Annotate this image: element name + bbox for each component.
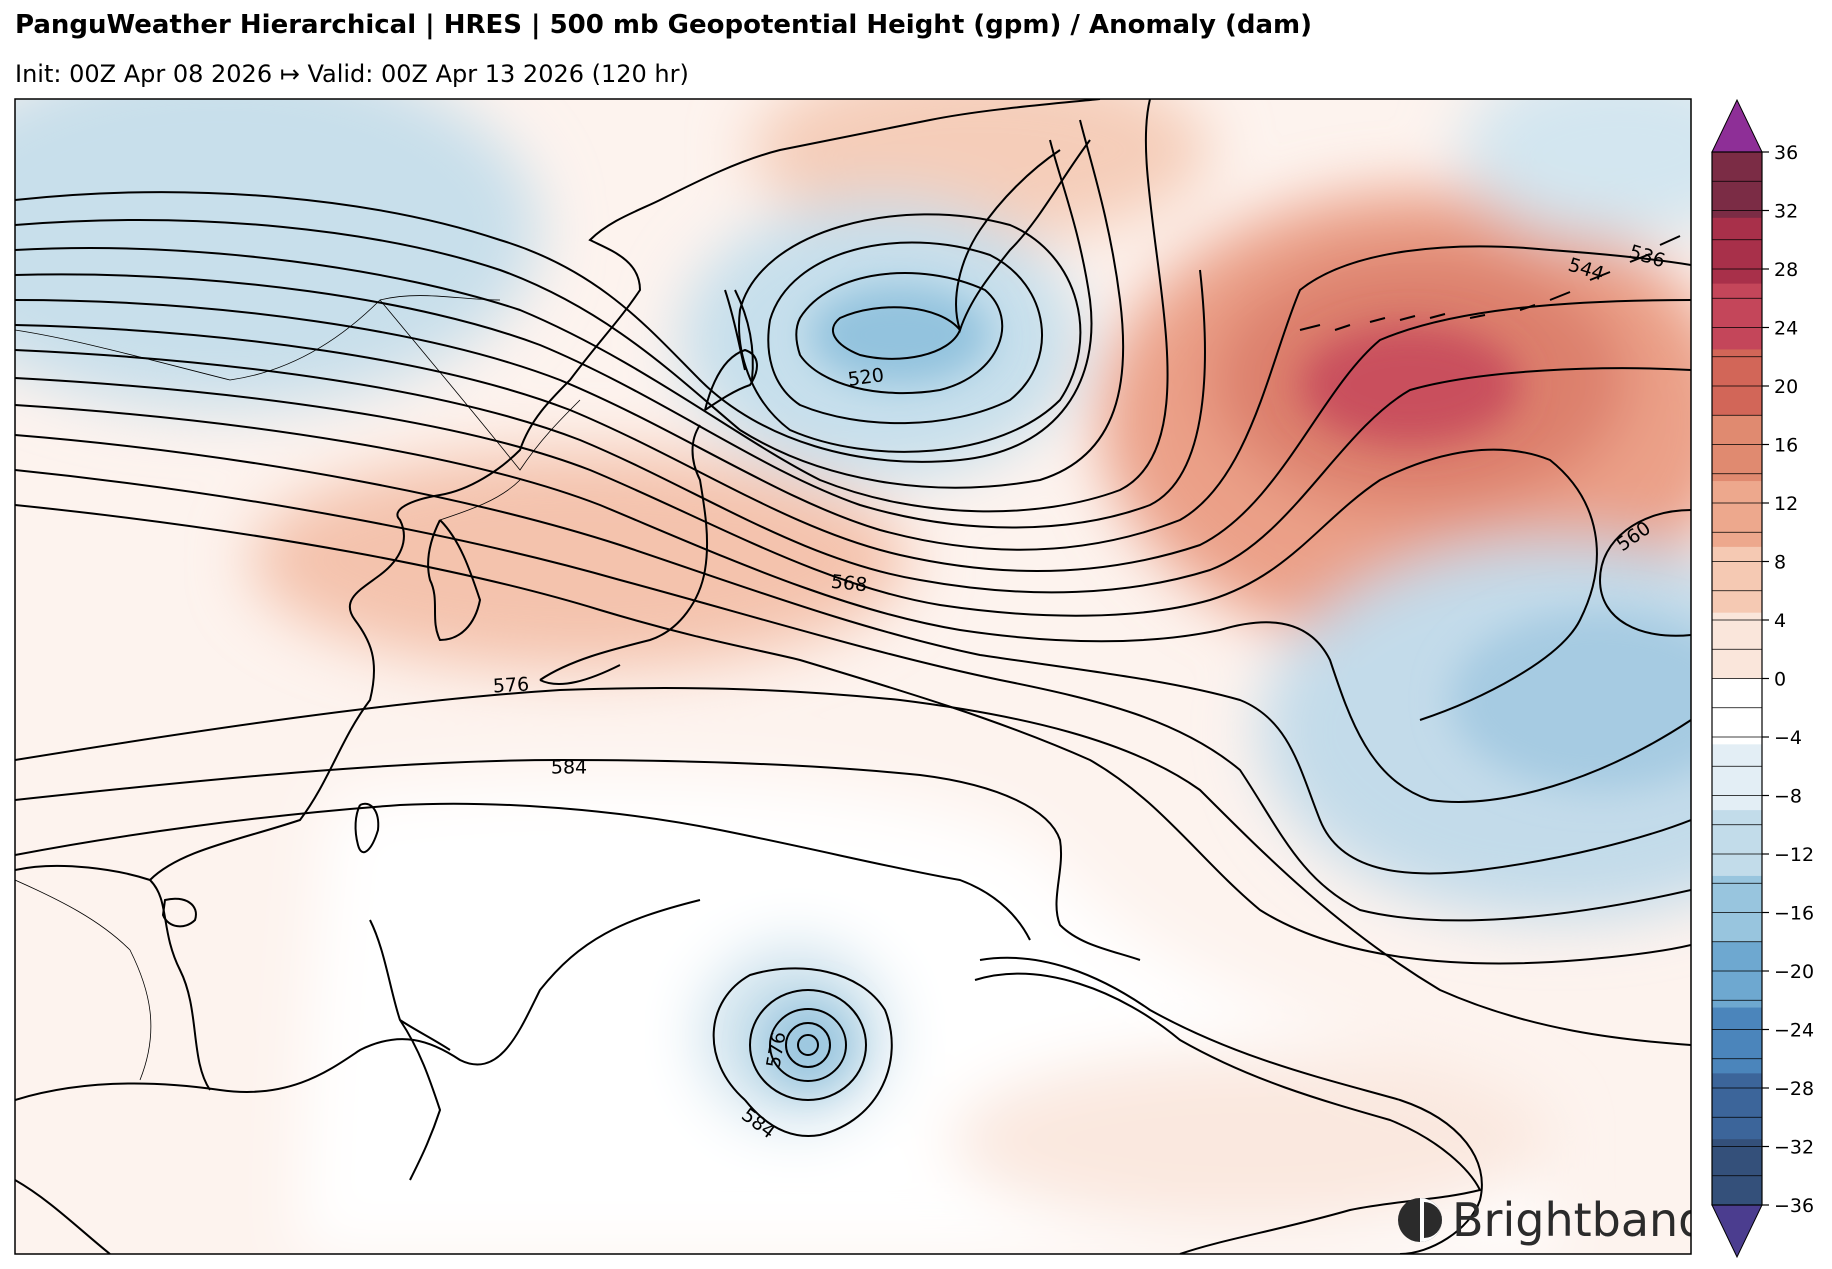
colorbar-tick-label: 8	[1774, 552, 1786, 574]
negative-anomaly-trough-core	[1450, 610, 1750, 790]
colorbar-swatch	[1712, 1139, 1762, 1205]
colorbar-swatch	[1712, 810, 1762, 876]
colorbar-tick-label: −32	[1774, 1137, 1814, 1159]
colorbar-swatch	[1712, 349, 1762, 415]
colorbar-tick-label: 16	[1774, 435, 1798, 457]
colorbar-swatch	[1712, 481, 1762, 547]
colorbar-swatch	[1712, 876, 1762, 942]
colorbar-tick-label: 0	[1774, 669, 1786, 691]
strong-negative-anomaly-okhotsk	[810, 285, 990, 385]
colorbar-tick-label: −36	[1774, 1195, 1814, 1217]
colorbar-tick-label: 28	[1774, 259, 1798, 281]
colorbar-tick-label: 32	[1774, 201, 1798, 223]
colorbar-tick-label: −28	[1774, 1078, 1814, 1100]
colorbar-swatch	[1712, 218, 1762, 284]
colorbar-tick-label: 4	[1774, 610, 1786, 632]
colorbar-tick-label: −12	[1774, 844, 1814, 866]
strong-positive-anomaly-core	[1300, 325, 1520, 445]
colorbar-swatch	[1712, 284, 1762, 350]
map-panel: 520 536 544 560 568 576 584 576 584 Brig…	[0, 50, 1832, 1254]
colorbar-swatch	[1712, 547, 1762, 613]
colorbar-extend-min	[1712, 1205, 1762, 1257]
colorbar-tick-label: −4	[1774, 727, 1802, 749]
colorbar-tick-label: 12	[1774, 493, 1798, 515]
colorbar-swatch	[1712, 613, 1762, 679]
colorbar: 36 32 28 24 20 16 12 8 4 0 −4 −8 −12 −16 −20 −24 −28 −32 −…	[1712, 100, 1814, 1257]
colorbar-swatch	[1712, 1008, 1762, 1074]
colorbar-swatch	[1712, 744, 1762, 810]
contour-label: 568	[830, 571, 868, 597]
colorbar-swatch	[1712, 942, 1762, 1008]
colorbar-swatch	[1712, 679, 1762, 745]
brand-name: Brightband	[1452, 1193, 1707, 1247]
brightband-logo-icon	[1398, 1198, 1442, 1242]
colorbar-tick-label: −24	[1774, 1020, 1814, 1042]
colorbar-tick-label: −20	[1774, 961, 1814, 983]
contour-label: 584	[551, 757, 587, 779]
colorbar-tick-label: −8	[1774, 786, 1802, 808]
contour-label: 576	[492, 674, 529, 698]
colorbar-tick-label: 36	[1774, 142, 1798, 164]
colorbar-swatch	[1712, 1073, 1762, 1139]
colorbar-swatch	[1712, 415, 1762, 481]
colorbar-extend-max	[1712, 100, 1762, 152]
colorbar-tick-label: 20	[1774, 376, 1798, 398]
colorbar-swatch	[1712, 152, 1762, 218]
positive-anomaly-central-japan	[250, 450, 910, 670]
colorbar-tick-label: 24	[1774, 318, 1798, 340]
colorbar-tick-label: −16	[1774, 903, 1814, 925]
